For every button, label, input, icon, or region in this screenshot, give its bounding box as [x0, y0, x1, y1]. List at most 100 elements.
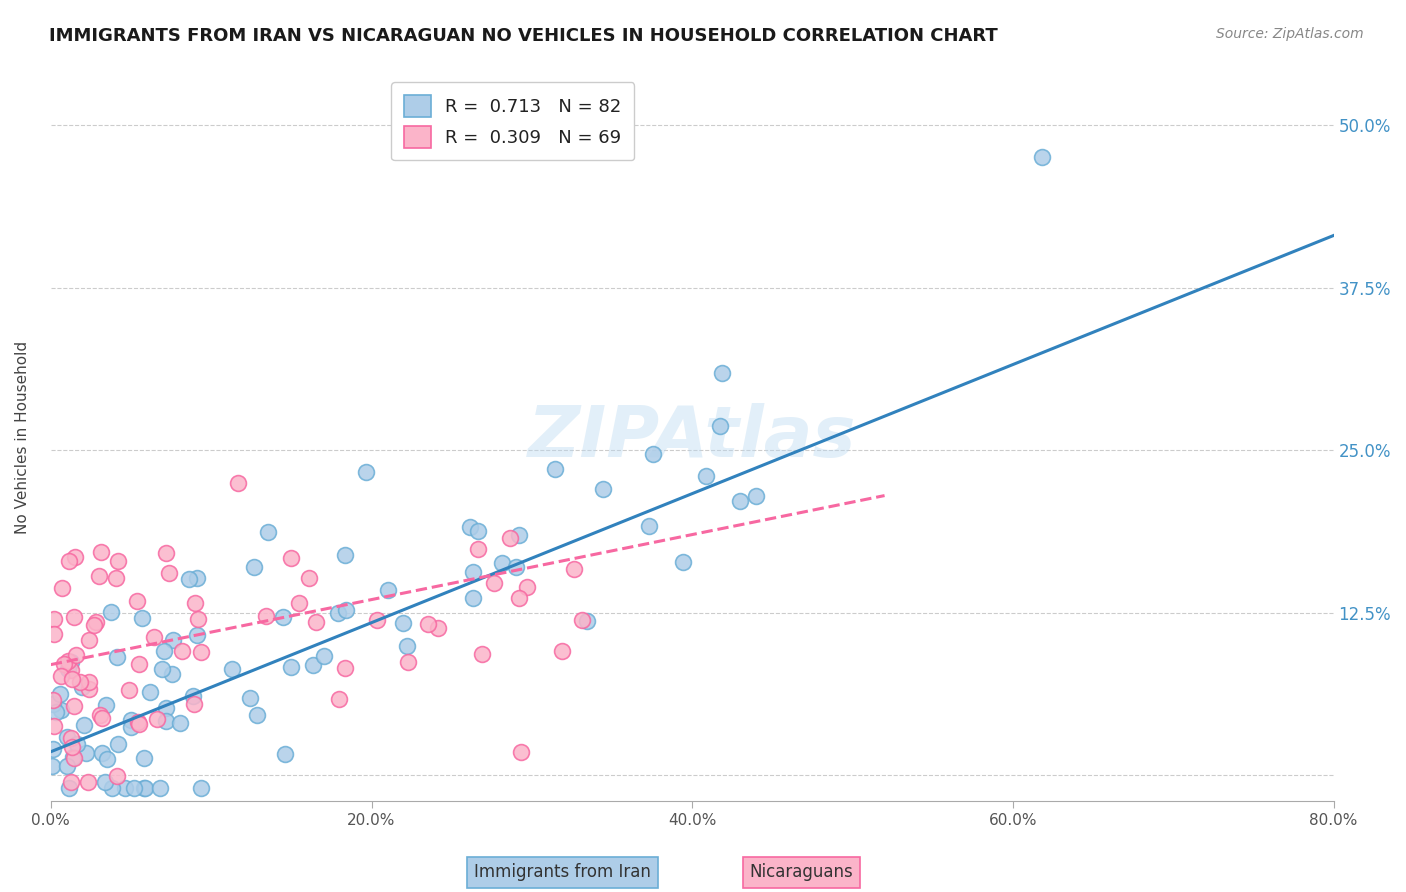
Point — [79, 632, 101, 647]
Point — [695, 468, 717, 483]
Point — [73, 718, 96, 732]
Point — [508, 528, 530, 542]
Point — [155, 714, 177, 728]
Point — [77, 774, 100, 789]
Text: Immigrants from Iran: Immigrants from Iran — [474, 863, 651, 881]
Point — [221, 662, 243, 676]
Point — [70, 680, 93, 694]
Point — [505, 560, 527, 574]
Point — [190, 645, 212, 659]
Point — [274, 747, 297, 761]
Point — [335, 548, 357, 562]
Point — [128, 657, 150, 671]
Point — [128, 717, 150, 731]
Point — [709, 419, 731, 434]
Point — [458, 520, 481, 534]
Point — [181, 689, 204, 703]
Point — [571, 613, 593, 627]
Point — [118, 682, 141, 697]
Point — [508, 591, 530, 606]
Point — [638, 519, 661, 533]
Point — [131, 611, 153, 625]
Point — [461, 566, 484, 580]
Point — [155, 701, 177, 715]
Point — [42, 719, 65, 733]
Point — [107, 737, 129, 751]
Point — [1031, 151, 1053, 165]
Point — [60, 663, 83, 677]
Point — [745, 489, 768, 503]
Point — [63, 550, 86, 565]
Point — [56, 730, 79, 744]
Point — [328, 691, 350, 706]
Point — [169, 716, 191, 731]
Point — [326, 606, 349, 620]
Point — [134, 750, 156, 764]
Point — [101, 781, 124, 796]
Point — [288, 596, 311, 610]
Point — [498, 532, 520, 546]
Point — [671, 555, 693, 569]
Point — [120, 720, 142, 734]
Y-axis label: No Vehicles in Household: No Vehicles in Household — [15, 341, 30, 533]
Point — [356, 465, 378, 479]
Point — [728, 494, 751, 508]
Point — [139, 684, 162, 698]
Text: IMMIGRANTS FROM IRAN VS NICARAGUAN NO VEHICLES IN HOUSEHOLD CORRELATION CHART: IMMIGRANTS FROM IRAN VS NICARAGUAN NO VE… — [49, 27, 998, 45]
Point — [42, 697, 65, 711]
Point — [149, 781, 172, 796]
Point — [484, 575, 506, 590]
Point — [127, 594, 149, 608]
Point — [58, 554, 80, 568]
Point — [104, 571, 127, 585]
Point — [377, 582, 399, 597]
Point — [62, 750, 84, 764]
Point — [100, 605, 122, 619]
Point — [516, 580, 538, 594]
Point — [90, 711, 112, 725]
Point — [69, 675, 91, 690]
Point — [170, 644, 193, 658]
Point — [395, 639, 418, 653]
Point — [710, 366, 733, 380]
Point — [60, 672, 83, 686]
Point — [396, 655, 419, 669]
Text: ZIPAtlas: ZIPAtlas — [527, 402, 856, 472]
Point — [42, 742, 65, 756]
Point — [63, 609, 86, 624]
Point — [44, 612, 66, 626]
Point — [246, 707, 269, 722]
Point — [155, 545, 177, 559]
Point — [90, 545, 112, 559]
Point — [186, 628, 208, 642]
Point — [226, 475, 249, 490]
Point — [49, 703, 72, 717]
Point — [56, 759, 79, 773]
Point — [41, 759, 63, 773]
Point — [143, 630, 166, 644]
Point — [51, 581, 73, 595]
Point — [509, 745, 531, 759]
Point — [305, 615, 328, 629]
Point — [314, 649, 336, 664]
Point — [271, 610, 294, 624]
Point — [177, 572, 200, 586]
Point — [333, 661, 356, 675]
Text: Nicaraguans: Nicaraguans — [749, 863, 853, 881]
Point — [335, 603, 357, 617]
Point — [94, 775, 117, 789]
Point — [162, 666, 184, 681]
Point — [280, 660, 302, 674]
Point — [75, 746, 97, 760]
Point — [157, 566, 180, 581]
Point — [190, 781, 212, 796]
Point — [48, 687, 70, 701]
Point — [90, 746, 112, 760]
Point — [53, 657, 76, 671]
Point — [544, 462, 567, 476]
Point — [426, 621, 449, 635]
Point — [153, 644, 176, 658]
Point — [187, 612, 209, 626]
Point — [60, 739, 83, 754]
Point — [89, 708, 111, 723]
